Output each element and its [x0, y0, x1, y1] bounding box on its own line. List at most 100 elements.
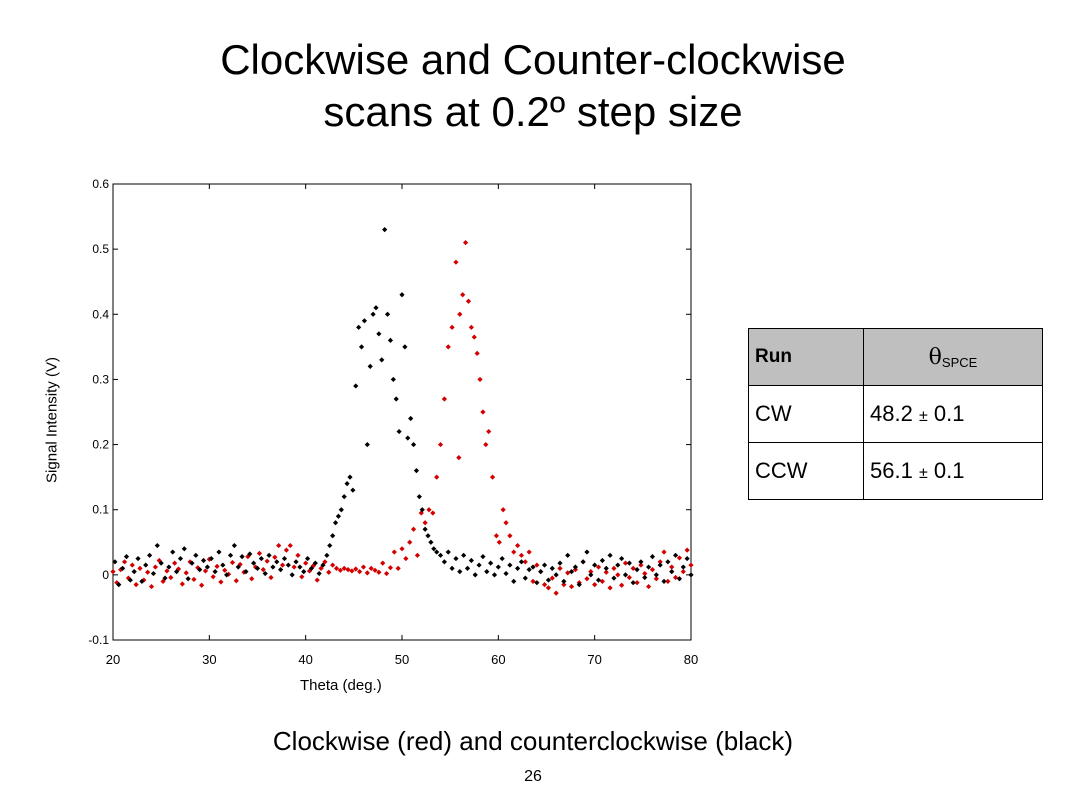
data-point-red [511, 549, 517, 555]
data-point-black [197, 567, 203, 573]
data-point-black [274, 559, 280, 565]
data-point-black [402, 344, 408, 350]
data-point-red [669, 564, 675, 570]
data-point-red [295, 552, 301, 558]
value: 48.2 [870, 401, 913, 426]
data-point-red [622, 560, 629, 566]
data-point-black [580, 559, 586, 565]
data-point-black [301, 569, 307, 575]
data-point-red [441, 396, 447, 402]
data-point-red [380, 560, 386, 566]
data-point-black [399, 292, 405, 298]
data-point-black [251, 560, 257, 566]
data-point-red [407, 539, 413, 545]
data-point-black [669, 569, 675, 575]
data-point-black [231, 542, 237, 549]
data-point-black [561, 578, 567, 584]
data-point-red [214, 563, 220, 569]
data-point-red [303, 560, 309, 566]
data-point-red [233, 578, 239, 584]
data-point-red [299, 574, 305, 580]
data-point-red [518, 552, 525, 558]
data-point-red [449, 324, 455, 330]
data-point-black [335, 513, 342, 519]
data-point-red [665, 578, 671, 584]
data-point-black [212, 569, 218, 575]
data-point-red [264, 558, 270, 564]
data-point-black [499, 555, 505, 562]
data-point-black [204, 564, 211, 570]
x-tick-label: 30 [202, 652, 216, 667]
data-point-black [297, 564, 303, 570]
data-point-red [493, 533, 500, 539]
data-point-red [364, 570, 370, 576]
data-point-red [260, 567, 266, 573]
data-point-red [541, 582, 548, 588]
data-point-black [518, 559, 525, 565]
data-point-black [522, 575, 528, 581]
data-point-red [615, 572, 621, 578]
data-point-red [503, 520, 509, 526]
data-point-black [270, 564, 276, 570]
data-point-red [145, 569, 151, 575]
x-tick-label: 80 [684, 652, 698, 667]
data-point-red [222, 567, 228, 573]
data-point-red [187, 559, 193, 565]
x-tick-label: 20 [106, 652, 120, 667]
data-point-red [360, 564, 367, 570]
data-point-red [287, 542, 293, 549]
data-point-red [395, 565, 401, 571]
data-point-red [403, 555, 409, 562]
data-point-red [672, 574, 679, 581]
data-point-black [410, 441, 417, 448]
data-point-black [367, 363, 373, 369]
data-point-red [156, 557, 162, 564]
data-point-red [474, 350, 480, 356]
data-point-black [347, 474, 353, 480]
data-point-red [218, 579, 224, 585]
data-point-red [152, 564, 158, 570]
data-point-red [496, 539, 502, 545]
data-point-black [112, 559, 118, 565]
data-point-black [127, 577, 133, 583]
data-point-red [318, 565, 324, 571]
data-point-black [515, 565, 521, 571]
data-point-red [437, 441, 444, 448]
theta-subscript: SPCE [941, 354, 978, 370]
data-point-black [622, 572, 629, 578]
plus-minus: ± [918, 465, 928, 482]
slide-title: Clockwise and Counter-clockwise scans at… [0, 34, 1066, 138]
data-point-red [595, 564, 602, 570]
data-point-black [353, 383, 359, 389]
data-point-black [646, 564, 652, 570]
data-point-red [561, 582, 567, 588]
data-point-black [235, 564, 241, 570]
data-point-black [495, 564, 501, 570]
data-point-red [456, 455, 462, 461]
data-point-red [322, 559, 328, 565]
data-point-black [390, 376, 396, 383]
table-header-row: Run θSPCE [748, 328, 1043, 386]
data-point-black [688, 572, 694, 578]
data-point-black [162, 575, 168, 581]
data-point-red [191, 576, 197, 583]
data-point-black [224, 572, 230, 578]
data-point-black [387, 337, 394, 343]
data-point-red [657, 559, 663, 565]
data-point-red [588, 569, 594, 575]
data-point-red [268, 574, 274, 581]
data-point-black [376, 331, 382, 337]
data-point-red [202, 568, 209, 574]
data-point-black [413, 468, 420, 474]
data-point-black [370, 311, 376, 317]
data-point-red [607, 585, 613, 591]
data-point-red [611, 565, 617, 571]
data-point-red [314, 577, 320, 583]
data-point-black [324, 552, 330, 558]
data-point-red [376, 569, 382, 575]
y-tick-label: 0.5 [92, 242, 109, 256]
data-point-black [572, 564, 578, 570]
data-point-black [173, 569, 180, 575]
data-point-black [507, 562, 513, 568]
data-point-red [148, 583, 155, 590]
